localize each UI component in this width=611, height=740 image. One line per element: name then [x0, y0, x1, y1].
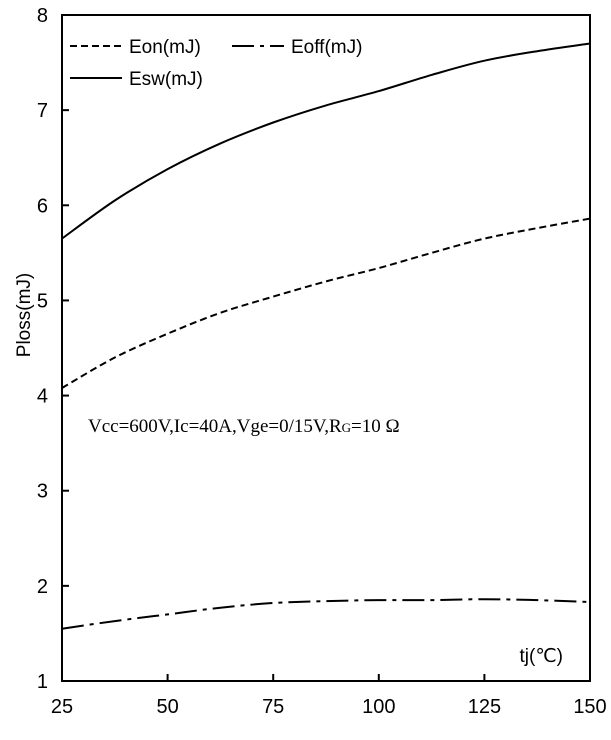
- legend: Eon(mJ) Eoff(mJ) Esw(mJ): [70, 37, 362, 90]
- x-tick-label: 25: [51, 696, 73, 718]
- y-tick-label: 3: [37, 481, 48, 503]
- y-tick-label: 8: [37, 5, 48, 27]
- series-lines: [61, 42, 591, 630]
- x-tick-label: 125: [468, 696, 501, 718]
- series-line-esw-mj: [61, 42, 591, 240]
- annotation-tail: =10 Ω: [351, 416, 400, 437]
- axis-tick-labels: 25 50 75 100 125 150 1 2 3 4 5 6 7 8: [37, 5, 607, 718]
- y-tick-label: 4: [37, 386, 48, 408]
- axis-ticks: [61, 14, 591, 682]
- y-tick-label: 1: [37, 671, 48, 693]
- annotation-subscript: G: [342, 420, 351, 435]
- x-tick-label: 50: [156, 696, 178, 718]
- y-tick-label: 2: [37, 576, 48, 598]
- plot-border: [61, 14, 591, 682]
- test-conditions-annotation: Vcc=600V,Ic=40A,Vge=0/15V,RG=10 Ω: [88, 416, 400, 437]
- legend-label: Eon(mJ): [129, 37, 201, 58]
- series-line-eoff-mj: [61, 598, 591, 630]
- legend-label: Esw(mJ): [129, 69, 203, 90]
- legend-label: Eoff(mJ): [291, 37, 362, 58]
- y-tick-label: 7: [37, 100, 48, 122]
- y-tick-label: 5: [37, 290, 48, 312]
- y-tick-label: 6: [37, 195, 48, 217]
- x-tick-label: 100: [362, 696, 395, 718]
- series-line-eon-mj: [61, 217, 591, 389]
- y-axis-title: Ploss(mJ): [14, 273, 35, 357]
- x-tick-label: 75: [262, 696, 284, 718]
- plot-frame: [61, 14, 591, 682]
- x-tick-label: 150: [573, 696, 606, 718]
- annotation-main: Vcc=600V,Ic=40A,Vge=0/15V,R: [88, 416, 342, 437]
- x-axis-title: tj(℃): [520, 646, 564, 667]
